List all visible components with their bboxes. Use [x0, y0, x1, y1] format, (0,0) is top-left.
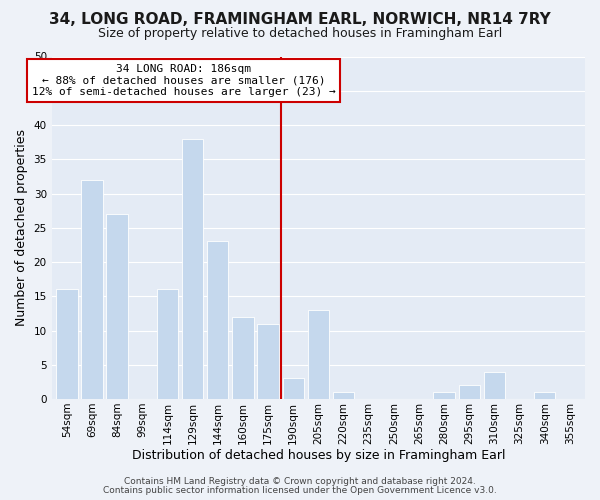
Bar	[157, 290, 178, 399]
Bar	[458, 386, 480, 399]
Text: 34, LONG ROAD, FRAMINGHAM EARL, NORWICH, NR14 7RY: 34, LONG ROAD, FRAMINGHAM EARL, NORWICH,…	[49, 12, 551, 28]
Bar	[56, 290, 77, 399]
Bar	[308, 310, 329, 399]
Bar	[283, 378, 304, 399]
Bar	[81, 180, 103, 399]
Bar	[106, 214, 128, 399]
Bar	[207, 242, 229, 399]
Bar	[484, 372, 505, 399]
Bar	[534, 392, 556, 399]
Bar	[333, 392, 354, 399]
Text: Contains public sector information licensed under the Open Government Licence v3: Contains public sector information licen…	[103, 486, 497, 495]
Y-axis label: Number of detached properties: Number of detached properties	[15, 130, 28, 326]
Bar	[182, 138, 203, 399]
Bar	[257, 324, 279, 399]
Bar	[433, 392, 455, 399]
X-axis label: Distribution of detached houses by size in Framingham Earl: Distribution of detached houses by size …	[131, 450, 505, 462]
Text: 34 LONG ROAD: 186sqm
← 88% of detached houses are smaller (176)
12% of semi-deta: 34 LONG ROAD: 186sqm ← 88% of detached h…	[32, 64, 335, 97]
Text: Size of property relative to detached houses in Framingham Earl: Size of property relative to detached ho…	[98, 28, 502, 40]
Text: Contains HM Land Registry data © Crown copyright and database right 2024.: Contains HM Land Registry data © Crown c…	[124, 477, 476, 486]
Bar	[232, 317, 254, 399]
